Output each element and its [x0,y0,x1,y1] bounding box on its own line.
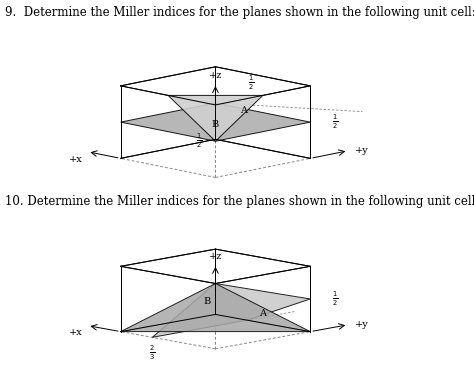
Text: +x: +x [69,155,83,164]
Text: +y: +y [355,320,368,329]
Text: $\frac{1}{2}$: $\frac{1}{2}$ [248,73,254,91]
Text: $\frac{1}{2}$: $\frac{1}{2}$ [196,132,202,150]
Polygon shape [152,284,310,337]
Text: B: B [212,119,219,129]
Text: +y: +y [355,146,368,155]
Text: $\frac{2}{3}$: $\frac{2}{3}$ [149,344,155,363]
Text: B: B [203,297,210,306]
Text: 10. Determine the Miller indices for the planes shown in the following unit cell: 10. Determine the Miller indices for the… [5,195,474,208]
Text: 9.  Determine the Miller indices for the planes shown in the following unit cell: 9. Determine the Miller indices for the … [5,6,474,19]
Text: +x: +x [69,328,83,337]
Text: +z: +z [209,71,222,81]
Text: A: A [259,309,266,318]
Text: $\frac{1}{2}$: $\frac{1}{2}$ [332,290,338,308]
Polygon shape [121,103,310,141]
Polygon shape [121,284,310,332]
Polygon shape [168,95,263,141]
Text: A: A [240,106,247,115]
Text: +z: +z [209,253,222,261]
Text: $\frac{1}{2}$: $\frac{1}{2}$ [332,113,338,131]
